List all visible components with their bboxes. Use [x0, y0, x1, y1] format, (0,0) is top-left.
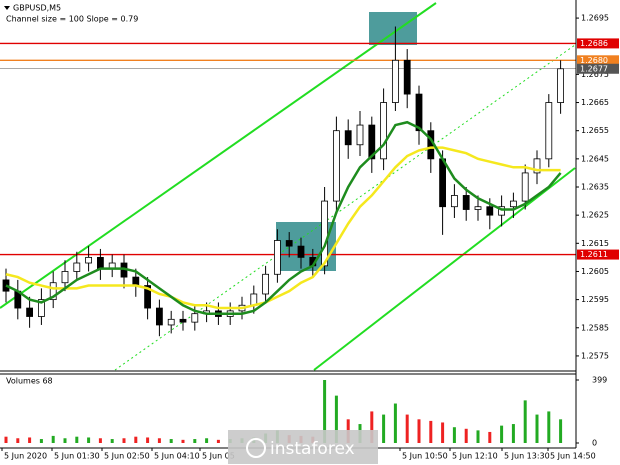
- y-tick-label: 1.2595: [581, 295, 609, 304]
- y-tick-label: 1.2605: [581, 267, 609, 276]
- candle-body: [179, 318, 187, 323]
- x-tick-label: 5 Jun 14:50: [550, 452, 596, 461]
- moving-average: [5, 120, 562, 315]
- y-tick-label: 1.2625: [581, 211, 609, 220]
- channel-lower: [313, 167, 576, 371]
- candle-body: [26, 307, 34, 317]
- y-tick-label: 1.2695: [581, 14, 609, 23]
- candle-body: [391, 59, 399, 103]
- candle-body: [297, 245, 305, 258]
- candle-body: [144, 285, 152, 309]
- price-tag-label: 1.2680: [580, 56, 608, 65]
- x-tick-label: 5 Jun 05: [202, 452, 235, 461]
- highlight-box: [369, 12, 417, 45]
- y-tick-label: 1.2665: [581, 98, 609, 107]
- candle-body: [97, 256, 104, 270]
- candle-body: [321, 200, 329, 267]
- menu-arrow: [4, 6, 10, 10]
- price-tag: [577, 55, 619, 66]
- candle-body: [521, 172, 529, 202]
- y-tick-label: 1.2575: [581, 351, 609, 360]
- volume-title: Volumes 68: [6, 377, 53, 386]
- candle-body: [545, 102, 553, 160]
- candle-body: [167, 318, 175, 326]
- price-tag-label: 1.2677: [580, 64, 608, 73]
- candle-body: [191, 313, 199, 323]
- candle-body: [262, 273, 270, 295]
- x-tick-label: 5 Jun 12:10: [452, 452, 498, 461]
- candle-body: [285, 240, 293, 247]
- candle-body: [49, 282, 57, 301]
- volume-tick-label: 0: [592, 439, 597, 448]
- candle-body: [380, 102, 388, 160]
- candle-body: [415, 93, 423, 132]
- candle-body: [403, 59, 411, 95]
- watermark-band: [228, 430, 378, 464]
- watermark-logo: [246, 438, 266, 458]
- candle-body: [533, 158, 541, 174]
- x-tick-label: 5 Jun 04:10: [154, 452, 200, 461]
- candle-body: [486, 206, 494, 216]
- price-tag: [577, 38, 619, 49]
- x-tick-label: 5 Jun 13:30: [504, 452, 550, 461]
- candle-body: [368, 124, 376, 160]
- x-tick-label: 5 Jun 01:30: [54, 452, 100, 461]
- y-tick-label: 1.2675: [581, 70, 609, 79]
- chart-subtitle: Channel size = 100 Slope = 0.79: [6, 15, 138, 24]
- chart-title: GBPUSD,M5: [13, 4, 61, 13]
- y-tick-label: 1.2585: [581, 323, 609, 332]
- x-tick-label: 5 Jun 10:50: [402, 452, 448, 461]
- candle-body: [155, 307, 163, 326]
- y-tick-label: 1.2645: [581, 154, 609, 163]
- candle-body: [38, 299, 45, 317]
- candle-body: [439, 158, 447, 208]
- candle-body: [450, 195, 458, 208]
- candle-body: [332, 130, 340, 202]
- volume-tick-label: 399: [592, 376, 607, 385]
- candle-body: [557, 68, 564, 103]
- channel-middle: [114, 44, 576, 371]
- moving-average: [5, 146, 561, 310]
- price-tag: [577, 63, 619, 74]
- plot: [0, 26, 576, 337]
- candle-body: [344, 130, 352, 146]
- price-tag: [577, 249, 619, 260]
- candle-body: [273, 240, 281, 275]
- candle-body: [85, 256, 92, 264]
- x-tick-label: 5 Jun 02:50: [104, 452, 150, 461]
- candle-body: [462, 195, 470, 210]
- candle-body: [474, 206, 482, 210]
- candle-body: [132, 276, 140, 286]
- x-tick-label: 5 Jun 2020: [4, 452, 47, 461]
- price-tag-label: 1.2686: [580, 39, 608, 48]
- candle-body: [498, 206, 506, 216]
- candle-body: [509, 200, 517, 208]
- channel-upper: [0, 2, 437, 309]
- y-tick-label: 1.2655: [581, 126, 609, 135]
- y-tick-label: 1.2615: [581, 239, 609, 248]
- y-tick-label: 1.2635: [581, 183, 609, 192]
- candle-body: [356, 124, 364, 146]
- watermark: instaforex: [270, 439, 355, 459]
- price-tag-label: 1.2611: [580, 250, 608, 259]
- candle-body: [73, 262, 81, 272]
- candle-body: [61, 271, 69, 284]
